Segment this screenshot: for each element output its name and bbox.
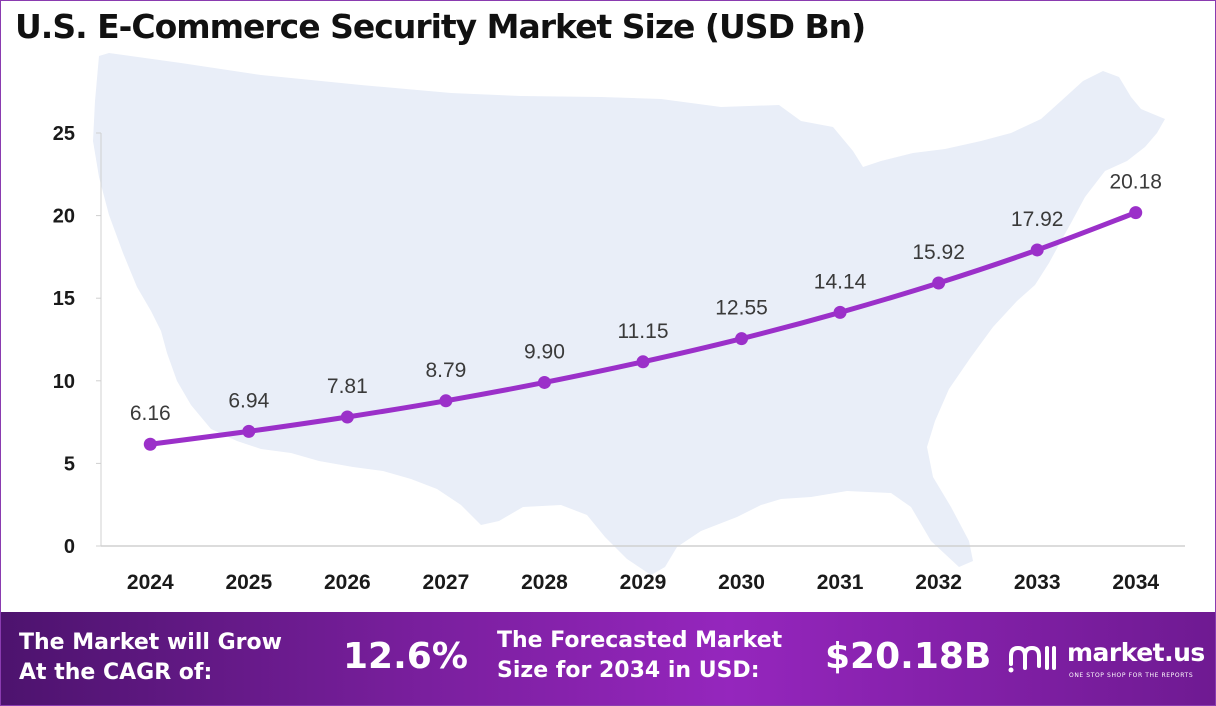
data-label: 7.81 (327, 375, 368, 398)
data-label: 8.79 (425, 359, 466, 382)
us-map-background (93, 53, 1165, 575)
cagr-caption-line1: The Market will Grow (19, 630, 282, 655)
data-label: 17.92 (1011, 208, 1064, 231)
y-tick-label: 10 (53, 371, 75, 393)
data-point (932, 276, 946, 290)
x-tick-label: 2027 (423, 571, 470, 594)
summary-banner: The Market will Grow At the CAGR of: 12.… (1, 612, 1215, 705)
y-tick-label: 20 (53, 206, 75, 228)
cagr-value: 12.6% (343, 636, 468, 677)
data-point (1030, 243, 1044, 257)
y-tick-label: 25 (53, 123, 75, 145)
cagr-caption-line2: At the CAGR of: (19, 660, 213, 685)
x-tick-label: 2025 (225, 571, 272, 594)
y-tick-label: 0 (64, 536, 75, 558)
x-tick-label: 2033 (1014, 571, 1061, 594)
data-label: 6.16 (130, 402, 171, 425)
forecast-caption-line2: Size for 2034 in USD: (497, 658, 760, 683)
forecast-value: $20.18B (825, 636, 992, 677)
x-tick-label: 2024 (127, 571, 174, 594)
y-axis: 0 5 10 15 20 25 (53, 123, 102, 558)
market-us-logo-icon (1008, 645, 1056, 673)
x-tick-label: 2029 (620, 571, 667, 594)
data-label: 15.92 (912, 241, 965, 264)
x-tick-label: 2034 (1112, 571, 1159, 594)
forecast-caption-line1: The Forecasted Market (497, 628, 783, 653)
data-point (242, 424, 256, 438)
y-tick-label: 5 (64, 453, 75, 475)
brand-name: market.us (1067, 638, 1205, 667)
data-point (833, 305, 847, 319)
data-point (143, 437, 157, 451)
data-point (1129, 206, 1143, 220)
x-tick-label: 2026 (324, 571, 371, 594)
x-tick-label: 2031 (817, 571, 864, 594)
y-tick-label: 15 (53, 288, 75, 310)
data-point (636, 355, 650, 369)
chart-title: U.S. E-Commerce Security Market Size (US… (15, 7, 866, 46)
data-label: 6.94 (228, 389, 269, 412)
brand-tagline: ONE STOP SHOP FOR THE REPORTS (1069, 672, 1194, 679)
data-label: 14.14 (814, 270, 867, 293)
data-labels: 6.16 6.94 7.81 8.79 9.90 11.15 12.55 14.14 15.92… (130, 171, 1162, 426)
x-axis: 2024 2025 2026 2027 2028 2029 2030 2031 2032 2033… (101, 545, 1185, 594)
data-label: 20.18 (1109, 171, 1162, 194)
data-point (439, 394, 453, 408)
x-tick-label: 2032 (915, 571, 962, 594)
data-point (340, 410, 354, 424)
data-points (143, 206, 1143, 451)
x-tick-label: 2030 (718, 571, 765, 594)
data-label: 12.55 (715, 297, 768, 320)
x-tick-label: 2028 (521, 571, 568, 594)
data-point (735, 332, 749, 346)
data-label: 9.90 (524, 340, 565, 363)
data-label: 11.15 (618, 320, 669, 343)
data-point (537, 375, 551, 389)
